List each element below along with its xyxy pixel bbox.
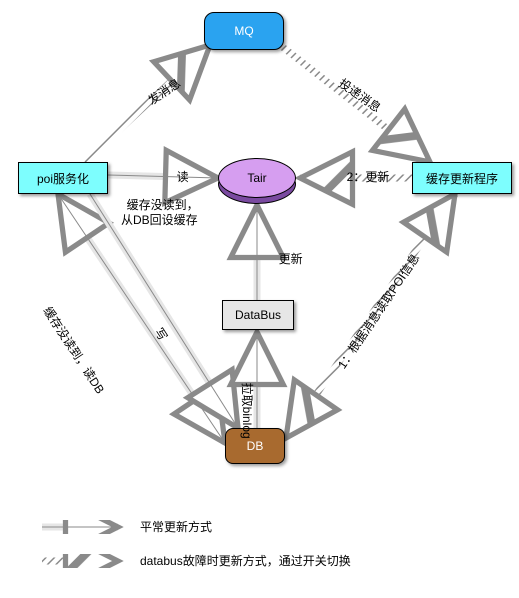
node-databus-label: DataBus <box>235 308 281 322</box>
legend-normal-text: 平常更新方式 <box>140 518 212 535</box>
label-send-msg: 发消息 <box>131 63 184 113</box>
node-mq: MQ <box>204 12 284 50</box>
label-read-poi: 1：根据消息读取POI信息 <box>318 242 423 377</box>
node-tair: Tair <box>218 158 296 202</box>
label-pull-binlog: 拉取binlog <box>239 376 270 439</box>
edges-layer <box>0 0 519 598</box>
edge-poi-db-write <box>90 194 238 428</box>
node-databus: DataBus <box>222 300 294 330</box>
label-cache-miss: 缓存没读到， 从DB回设缓存 <box>120 184 199 227</box>
node-poi-label: poi服务化 <box>37 170 89 187</box>
edge-poi-db-read <box>58 194 225 443</box>
legend-failover-text: databus故障时更新方式，通过开关切换 <box>140 552 351 569</box>
label-deliver-msg: 投递消息 <box>330 59 393 116</box>
edge-mq-updater <box>280 45 430 162</box>
edge-poi-tair <box>108 175 218 178</box>
node-updater: 缓存更新程序 <box>412 162 512 194</box>
node-mq-label: MQ <box>234 24 253 38</box>
legend-normal: 平常更新方式 <box>40 518 212 535</box>
node-db-label: DB <box>247 439 264 453</box>
legend-failover: databus故障时更新方式，通过开关切换 <box>40 552 351 569</box>
label-cache-miss-db: 缓存没读到，读DB <box>36 290 120 397</box>
node-updater-label: 缓存更新程序 <box>426 170 498 187</box>
label-update2: 2：更新 <box>340 154 389 185</box>
node-poi: poi服务化 <box>18 162 108 194</box>
node-tair-label: Tair <box>247 171 266 185</box>
label-write: 写 <box>147 311 183 344</box>
label-read: 读 <box>170 154 189 185</box>
label-update: 更新 <box>272 236 303 267</box>
